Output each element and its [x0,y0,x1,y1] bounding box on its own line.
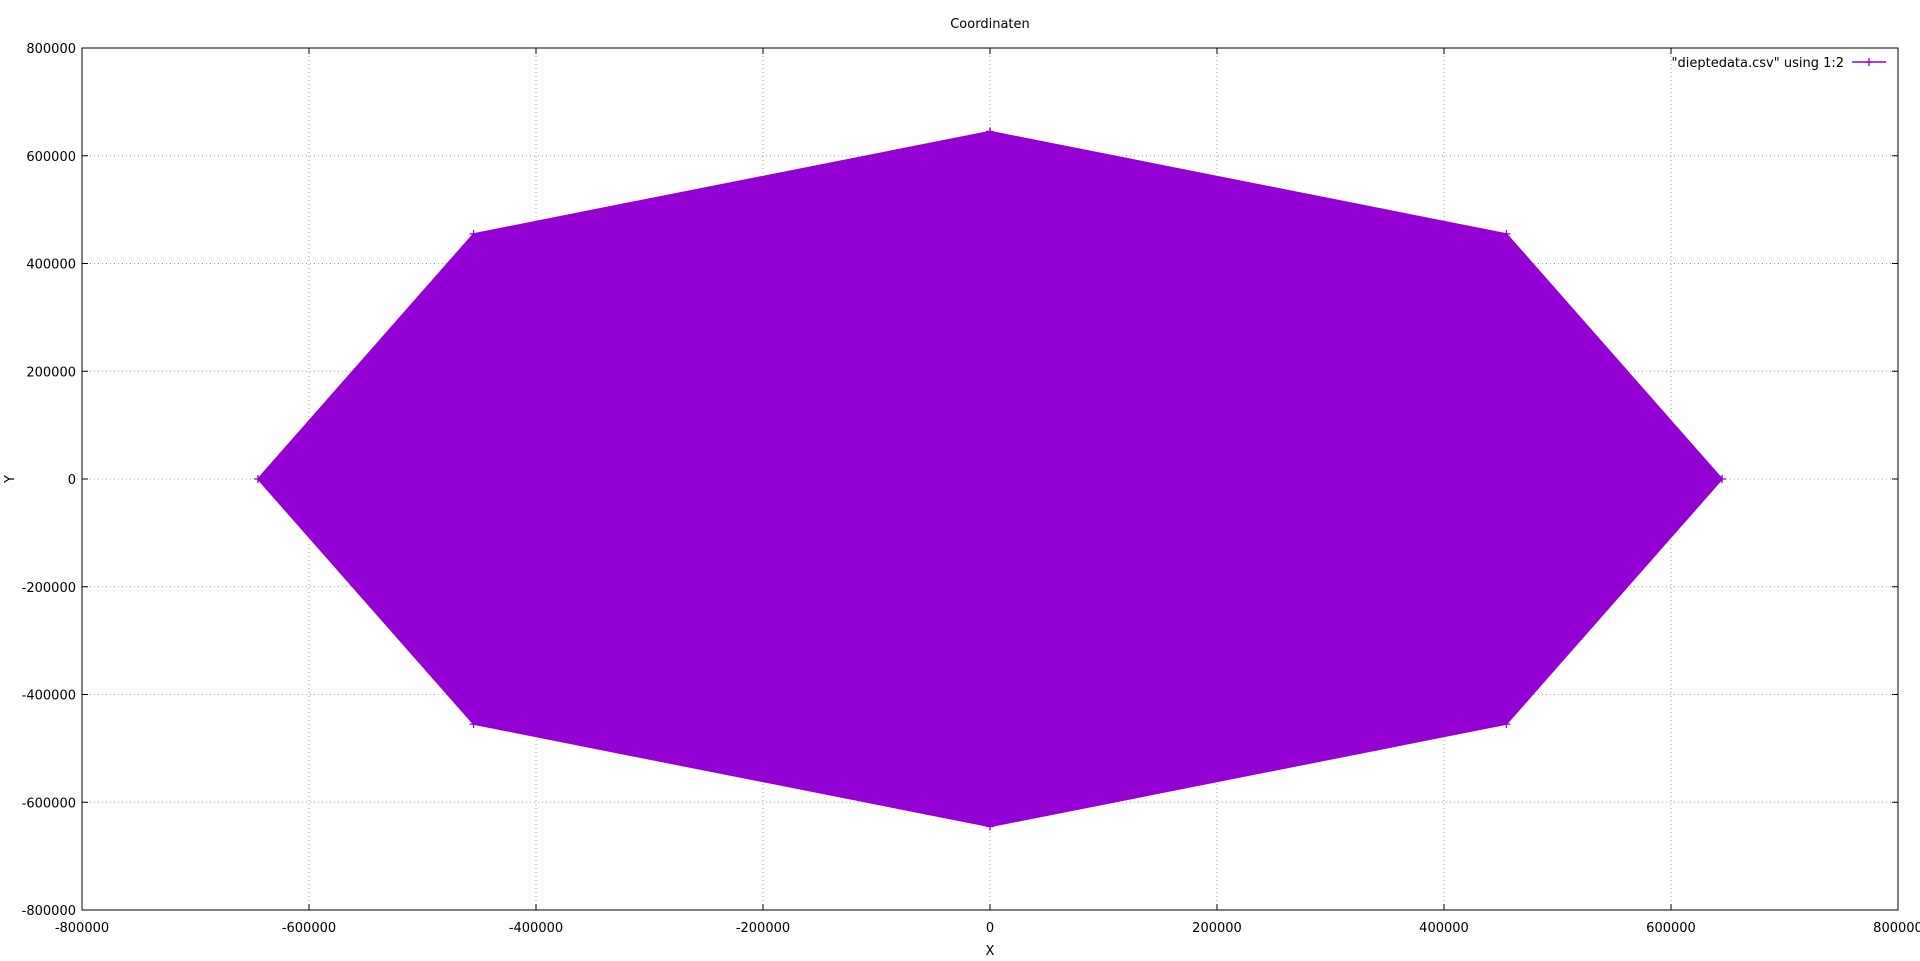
x-tick-label: 200000 [1192,921,1242,936]
data-point [1502,720,1511,729]
x-tick-label: -400000 [509,921,563,936]
legend-marker [1865,58,1873,66]
y-tick-label: 600000 [26,150,76,165]
y-tick-label: 400000 [26,258,76,273]
y-tick-label: -400000 [22,689,76,704]
x-tick-label: 600000 [1646,921,1696,936]
legend-label: "dieptedata.csv" using 1:2 [1672,56,1845,71]
series-fill [256,130,1724,828]
x-tick-label: 800000 [1873,921,1920,936]
y-tick-label: -600000 [22,796,76,811]
y-tick-label: -800000 [22,904,76,919]
x-axis-title: X [986,944,995,959]
x-axis: -800000 -600000 -400000 -200000 0 200000 40000… [55,48,1920,936]
series-points [253,127,1727,831]
data-point [986,127,994,136]
x-tick-label: -200000 [736,921,790,936]
x-tick-label: -600000 [282,921,336,936]
data-point [1718,475,1727,483]
y-tick-label: 200000 [26,365,76,380]
chart-title: Coordinaten [950,17,1030,32]
data-point [469,720,478,729]
data-point [1502,229,1511,238]
data-point [253,475,262,483]
x-tick-label: -800000 [55,921,109,936]
y-tick-label: -200000 [22,581,76,596]
y-axis: -800000 -600000 -400000 -200000 0 200000 40000… [22,42,1898,919]
x-tick-label: 0 [986,921,994,936]
data-point [986,822,994,831]
y-axis-title: Y [3,475,18,484]
legend: "dieptedata.csv" using 1:2 [1672,56,1886,71]
y-tick-label: 0 [68,473,76,488]
y-tick-label: 800000 [26,42,76,57]
series-polygon [256,130,1724,828]
data-point [469,229,478,238]
x-tick-label: 400000 [1419,921,1469,936]
